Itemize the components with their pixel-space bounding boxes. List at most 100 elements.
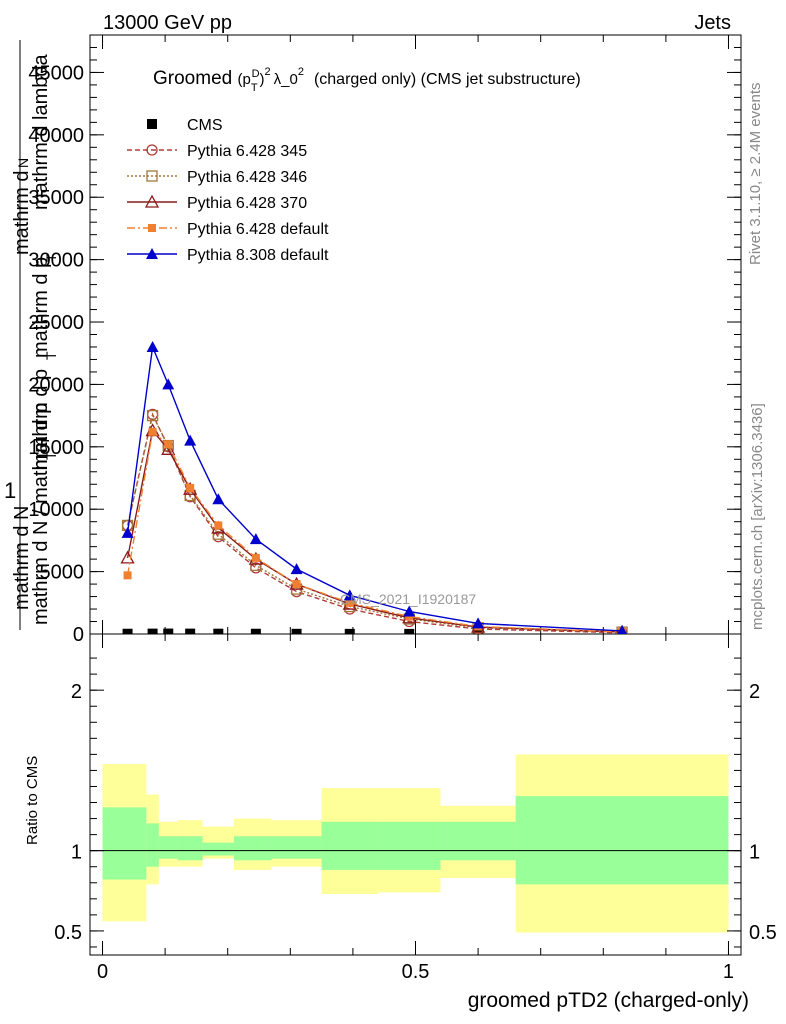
data-point xyxy=(403,605,416,617)
data-point xyxy=(186,483,195,492)
ylabel-line-9: mathrm d N xyxy=(11,506,33,610)
mcplots-label: mcplots.cern.ch [arXiv:1306.3436] xyxy=(749,403,766,630)
y-tick-label: 15000 xyxy=(28,437,84,459)
ratio-band-green xyxy=(233,836,272,861)
legend-item-1: Pythia 6.428 345 xyxy=(127,143,307,160)
ylabel-line-1: N xyxy=(15,158,31,168)
x-tick-label: 0 xyxy=(97,961,108,983)
series-line xyxy=(126,413,623,633)
data-point xyxy=(292,580,301,589)
ratio-band-green xyxy=(515,796,729,885)
legend-label: Pythia 6.428 370 xyxy=(187,195,307,212)
legend-label: Pythia 6.428 345 xyxy=(187,143,307,160)
data-point xyxy=(250,628,261,634)
y-tick-label: 45000 xyxy=(28,62,84,84)
ylabel-one: 1 xyxy=(4,478,16,503)
y-tick-label: 35000 xyxy=(28,187,84,209)
main-axis-ticks: 0 5000 10000 15000 20000 25000 30000 35000 40000… xyxy=(28,46,741,646)
data-point xyxy=(291,628,302,634)
data-point xyxy=(148,427,157,436)
data-point xyxy=(146,340,159,352)
data-point xyxy=(251,553,260,562)
data-point xyxy=(344,628,355,634)
data-point xyxy=(162,378,175,390)
ylabel-line-3: T xyxy=(43,253,59,262)
data-point xyxy=(212,493,225,505)
data-point xyxy=(290,563,303,575)
data-point xyxy=(213,628,224,634)
ratio-band-green xyxy=(146,823,159,867)
data-point xyxy=(185,628,196,634)
data-point xyxy=(146,144,158,156)
legend-label: Pythia 6.428 346 xyxy=(187,169,307,186)
data-point xyxy=(121,526,134,538)
ratio-axis-ticks: 0.5 0.5 1 1 2 2 xyxy=(54,657,777,948)
ratio-tick-label-right: 1 xyxy=(749,842,760,864)
y-tick-label: 40000 xyxy=(28,125,84,147)
data-point xyxy=(146,409,159,422)
legend-label: Pythia 6.428 default xyxy=(187,221,329,238)
ratio-band-green xyxy=(158,836,178,859)
data-point xyxy=(147,119,157,129)
ratio-tick-label: 0.5 xyxy=(54,922,82,944)
data-point xyxy=(144,194,160,208)
data-point xyxy=(148,224,156,232)
ratio-tick-label-right: 0.5 xyxy=(749,922,777,944)
header-right: Jets xyxy=(694,12,731,34)
ylabel-line-0: mathrm d xyxy=(11,171,33,255)
ylabel-line-8: T xyxy=(43,451,59,460)
x-tick-label: 1 xyxy=(723,961,734,983)
legend-label: CMS xyxy=(187,117,223,134)
ratio-tick-label: 2 xyxy=(71,681,82,703)
data-point xyxy=(473,628,484,634)
data-point xyxy=(184,434,197,446)
legend-item-2: Pythia 6.428 346 xyxy=(127,169,307,186)
data-point xyxy=(146,170,158,182)
ylabel-line-6: T xyxy=(43,351,59,360)
header-left: 13000 GeV pp xyxy=(103,12,232,34)
legend-label: Pythia 8.308 default xyxy=(187,247,329,264)
ratio-tick-label-right: 2 xyxy=(749,681,760,703)
data-point xyxy=(147,628,158,634)
data-point xyxy=(122,628,133,634)
ratio-band-green xyxy=(377,821,441,870)
data-point xyxy=(249,533,262,545)
chart-title: Groomed (pTD)2 λ_02 (charged only) (CMS je… xyxy=(153,66,581,94)
y-tick-label: 20000 xyxy=(28,374,84,396)
legend: CMS Pythia 6.428 345 Pythia 6.428 346 Pythi… xyxy=(127,117,329,264)
legend-item-5: Pythia 8.308 default xyxy=(127,247,329,264)
series-line xyxy=(126,412,623,634)
series-layer xyxy=(120,340,628,634)
data-point xyxy=(123,571,132,580)
data-point xyxy=(343,589,356,601)
y-tick-label: 25000 xyxy=(28,312,84,334)
data-point xyxy=(472,617,485,629)
data-point xyxy=(617,624,628,634)
data-point xyxy=(345,598,354,607)
ratio-band-green xyxy=(177,836,203,861)
data-point xyxy=(146,248,158,259)
x-axis-ticks: 0 0.5 1 xyxy=(97,35,734,983)
rivet-label: Rivet 3.1.10, ≥ 2.4M events xyxy=(747,83,764,266)
data-point xyxy=(163,628,174,634)
ylabel-line-7: mathrm d N / mathrm d p xyxy=(30,403,52,625)
ratio-bands xyxy=(102,754,729,933)
series-5 xyxy=(121,340,628,634)
data-point xyxy=(404,628,415,634)
y-tick-label: 10000 xyxy=(28,499,84,521)
y-tick-label: 0 xyxy=(73,624,84,646)
ratio-ylabel: Ratio to CMS xyxy=(24,756,41,845)
legend-item-4: Pythia 6.428 default xyxy=(127,221,329,238)
ratio-band-green xyxy=(102,807,147,880)
analysis-label: CMS_2021_I1920187 xyxy=(340,591,476,607)
ylabel-line-2: mathrm d p xyxy=(30,257,52,358)
ylabel-line-5: mathrm d p xyxy=(30,369,52,470)
x-axis-label: groomed pTD2 (charged-only) xyxy=(468,989,749,1012)
y-axis-label: mathrm d N mathrm d p T mathrm d lambda … xyxy=(4,40,59,630)
ylabel-line-4: mathrm d lambda xyxy=(30,54,52,210)
data-point xyxy=(214,521,223,530)
ratio-band-green xyxy=(321,821,378,870)
legend-item-3: Pythia 6.428 370 xyxy=(127,194,307,212)
ratio-band-green xyxy=(271,836,322,859)
